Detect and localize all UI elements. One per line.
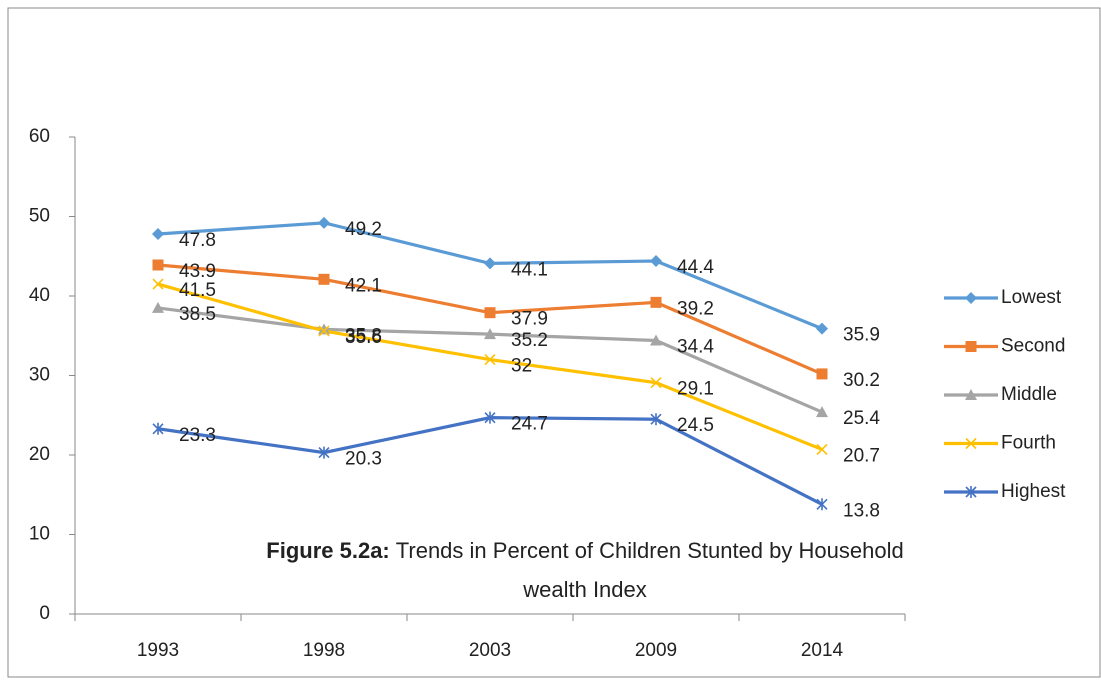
y-tick-label: 50 (29, 206, 50, 227)
marker (318, 273, 330, 285)
marker (650, 296, 662, 308)
marker (965, 292, 977, 304)
marker (484, 257, 496, 270)
data-label: 39.2 (677, 298, 714, 319)
data-label: 38.5 (179, 304, 216, 325)
legend-label: Middle (1001, 384, 1057, 405)
marker-stroke (965, 486, 977, 498)
legend-label: Fourth (1001, 433, 1056, 454)
caption-line: Trends in Percent of Children Stunted by… (396, 538, 904, 563)
legend-label: Lowest (1001, 287, 1062, 308)
legend-label: Highest (1001, 481, 1066, 502)
x-tick-label: 2003 (469, 640, 511, 661)
chart-frame (7, 7, 1101, 678)
data-label: 20.3 (345, 449, 382, 470)
legend-label: Second (1001, 336, 1065, 357)
y-tick-label: 40 (29, 285, 50, 306)
data-label: 34.4 (677, 337, 714, 358)
marker-stroke (650, 377, 662, 389)
data-label: 24.7 (511, 414, 548, 435)
marker (650, 334, 662, 346)
data-label: 25.4 (843, 408, 880, 429)
marker-stroke (965, 437, 977, 450)
y-tick-label: 30 (29, 365, 50, 386)
marker (650, 255, 662, 268)
marker (318, 446, 330, 459)
marker (965, 341, 977, 352)
marker (318, 216, 330, 229)
marker-stroke (318, 446, 330, 459)
marker-stroke (152, 278, 164, 290)
marker-stroke (816, 498, 828, 511)
data-label: 47.8 (179, 230, 216, 251)
marker-stroke (484, 354, 496, 366)
data-label: 32 (511, 356, 532, 377)
marker (152, 227, 164, 240)
data-label: 23.3 (179, 425, 216, 446)
data-label: 43.9 (179, 261, 216, 282)
marker (650, 413, 662, 426)
marker-stroke (152, 422, 164, 435)
data-label: 35.9 (843, 325, 880, 346)
marker (152, 422, 164, 435)
marker (152, 301, 164, 313)
marker (484, 328, 496, 340)
marker (816, 498, 828, 511)
y-tick-label: 20 (29, 444, 50, 465)
marker (816, 406, 828, 418)
marker (965, 389, 977, 400)
marker (816, 322, 828, 335)
data-label: 41.5 (179, 280, 216, 301)
caption: Figure 5.2a: Trends in Percent of Childre… (266, 538, 903, 563)
x-tick-label: 1993 (137, 640, 179, 661)
data-label: 44.4 (677, 257, 714, 278)
data-label: 24.5 (677, 415, 714, 436)
data-label: 35.2 (511, 330, 548, 351)
marker-stroke (816, 443, 828, 456)
marker (484, 354, 496, 366)
marker-stroke (650, 413, 662, 426)
marker (484, 411, 496, 424)
marker (152, 259, 164, 271)
marker (152, 278, 164, 290)
data-label: 20.7 (843, 445, 880, 466)
x-tick-label: 2014 (801, 640, 844, 661)
caption-line: wealth Index (522, 577, 647, 602)
marker (816, 368, 828, 380)
marker (318, 325, 330, 337)
marker (650, 377, 662, 389)
data-label: 42.1 (345, 275, 382, 296)
data-label: 49.2 (345, 219, 382, 240)
data-label: 44.1 (511, 259, 548, 280)
marker (965, 486, 977, 498)
x-tick-label: 1998 (303, 640, 345, 661)
data-label: 29.1 (677, 379, 714, 400)
data-label: 13.8 (843, 500, 880, 521)
marker-stroke (484, 411, 496, 424)
data-label: 30.2 (843, 370, 880, 391)
marker (965, 437, 977, 450)
y-tick-label: 60 (29, 126, 50, 147)
marker (484, 307, 496, 319)
marker (318, 323, 330, 335)
y-tick-label: 10 (29, 524, 50, 545)
marker-stroke (318, 325, 330, 337)
data-label: 37.9 (511, 309, 548, 330)
marker (816, 443, 828, 456)
data-label: 35.8 (345, 325, 382, 346)
y-tick-label: 0 (39, 603, 50, 624)
x-tick-label: 2009 (635, 640, 677, 661)
data-label: 35.6 (345, 327, 382, 348)
caption-label: Figure 5.2a: (266, 538, 389, 563)
